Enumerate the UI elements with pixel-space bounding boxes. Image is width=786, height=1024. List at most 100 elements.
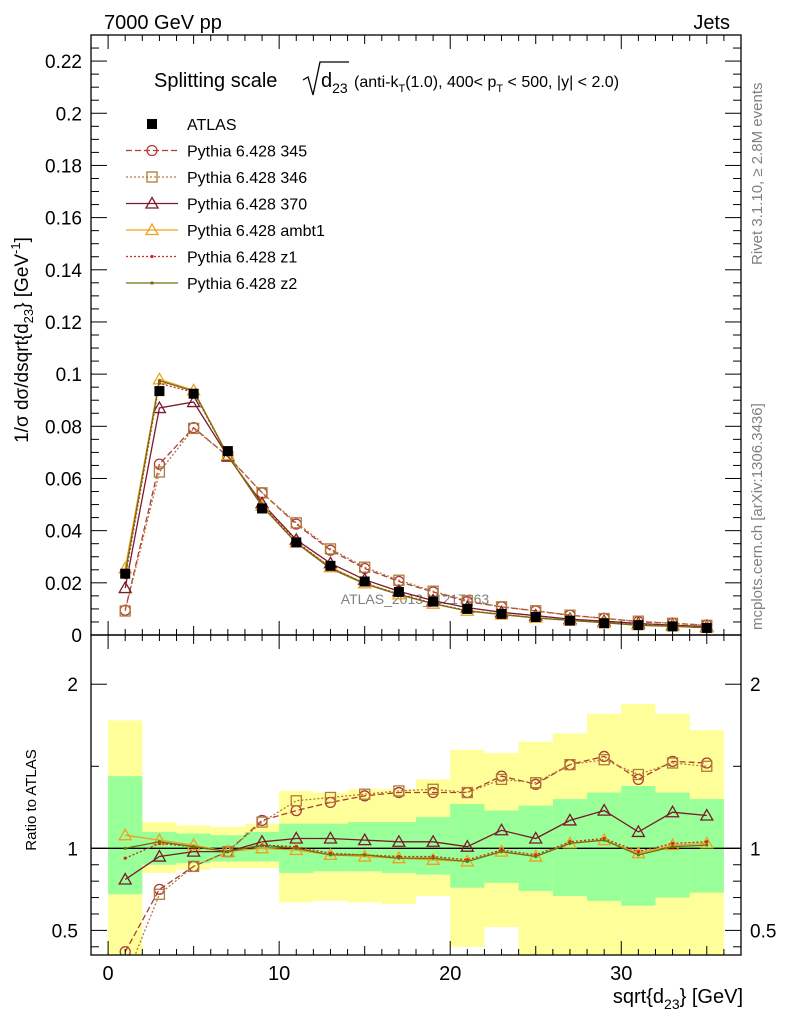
top-atlas-data-point [564, 615, 575, 626]
bottom-data-point [568, 841, 572, 846]
legend-marker [144, 222, 160, 236]
green-band-bin [450, 804, 485, 888]
bottom-data-point [562, 813, 578, 826]
bottom-data-point [598, 754, 610, 766]
bottom-data-point [226, 850, 230, 854]
top-axes-layer: 0 0.02 0.04 0.06 0.08 0.1 0.12 0.14 0.16 0.18 0.2 0… [45, 34, 742, 647]
legend-marker [147, 119, 157, 129]
bottom-series-line [134, 759, 707, 955]
bottom-data-point [328, 853, 333, 857]
top-atlas-data-point [530, 612, 541, 622]
bottom-data-point [670, 841, 675, 846]
bottom-data-point [461, 786, 473, 799]
header-jets-label: Jets [693, 12, 730, 34]
bottom-data-point [460, 839, 475, 852]
bottom-data-point [363, 853, 367, 857]
top-atlas-data-point [599, 618, 610, 629]
bottom-axes-layer: 0 10 20 30 0.5 0.5 1 1 2 2 [52, 634, 776, 985]
bottom-data-point [495, 773, 508, 786]
top-data-point [153, 458, 166, 470]
top-y-tick-label: 0.22 [45, 52, 82, 73]
bottom-y-tick-label-right: 0.5 [750, 921, 776, 942]
legend-marker [144, 196, 160, 209]
bottom-data-point [324, 791, 337, 804]
title-cuts-1: (anti-k [354, 74, 399, 91]
bottom-y-tick-label: 0.5 [52, 921, 78, 942]
bottom-data-point [631, 824, 646, 838]
top-data-point [153, 466, 166, 478]
bottom-data-point [528, 831, 543, 844]
bottom-data-point [427, 783, 439, 795]
x-axis-label: sqrt{d23} [GeV] [613, 986, 743, 1012]
bottom-data-point [701, 760, 713, 772]
top-y-tick-label: 0.14 [45, 261, 82, 282]
top-series-layer [118, 372, 714, 633]
top-y-tick-label: 0.06 [45, 469, 82, 490]
top-series-line [124, 401, 707, 628]
bottom-data-point [153, 888, 166, 900]
top-y-axis-label: 1/σ dσ/dsqrt{d23} [GeV-1] [8, 237, 36, 443]
bottom-y-tick-label-right: 1 [750, 839, 761, 860]
x-tick-label: 30 [610, 963, 632, 985]
top-atlas-data-point [257, 503, 268, 514]
bottom-data-point [157, 840, 162, 844]
top-atlas-data-point [120, 568, 131, 579]
bottom-data-point [186, 837, 201, 851]
top-data-point [427, 585, 439, 597]
rivet-version-label: Rivet 3.1.10, ≥ 2.8M events [749, 83, 766, 266]
top-data-point [118, 580, 133, 594]
title-main: Splitting scale [154, 70, 277, 92]
bottom-data-point [323, 831, 338, 844]
top-y-axis-label-c: ] [12, 237, 33, 242]
x-tick-label: 0 [103, 963, 114, 985]
top-atlas-data-point [154, 386, 165, 397]
bottom-data-point [666, 757, 679, 769]
green-band-bin [381, 822, 416, 873]
top-y-axis-label-a: 1/σ dσ/dsqrt{d [12, 323, 33, 443]
header-energy-label: 7000 GeV pp [104, 12, 222, 34]
bottom-data-point [359, 788, 371, 800]
top-data-point [157, 379, 162, 383]
bottom-data-point [123, 856, 127, 860]
top-data-point [186, 394, 201, 408]
top-data-point [359, 561, 371, 573]
top-y-tick-label: 0.08 [45, 417, 82, 438]
legend-entry-label: Pythia 6.428 z2 [187, 276, 297, 293]
top-atlas-data-point [428, 596, 439, 607]
bottom-data-point [425, 834, 441, 847]
bottom-series-line [124, 755, 707, 953]
bottom-data-point [534, 854, 538, 859]
title-cuts-1-sub: T [398, 83, 405, 95]
top-data-point [187, 422, 200, 435]
x-tick-label: 20 [439, 963, 461, 985]
bottom-data-point [391, 834, 407, 847]
bottom-data-point [290, 795, 302, 807]
bottom-y-tick-label: 1 [67, 839, 78, 860]
green-band-bin [621, 785, 656, 906]
bottom-data-point [357, 832, 372, 846]
legend-marker [150, 281, 154, 285]
bottom-data-point [256, 816, 268, 828]
legend: ATLAS Pythia 6.428 345 Pythia 6.428 346 Pyt… [126, 117, 325, 293]
x-axis-label-a: sqrt{d [613, 986, 664, 1008]
bottom-data-point [665, 804, 680, 818]
legend-entry-label: ATLAS [187, 117, 237, 134]
top-y-tick-label: 0 [71, 626, 82, 647]
top-atlas-data-point [188, 388, 199, 399]
bottom-data-point [119, 946, 131, 955]
bottom-data-point [705, 840, 709, 844]
top-y-axis-label-b: } [GeV [12, 254, 33, 309]
bottom-data-point [494, 822, 509, 836]
bottom-data-point [705, 843, 709, 847]
bottom-data-point [597, 803, 612, 816]
top-atlas-data-point [496, 608, 507, 619]
bottom-series-line [125, 839, 707, 863]
bottom-data-point [632, 768, 645, 781]
top-atlas-data-point [222, 446, 233, 457]
mcplots-label: mcplots.cern.ch [arXiv:1306.3436] [749, 403, 766, 630]
top-data-point [324, 543, 337, 555]
title-symbol: d23 [321, 70, 348, 96]
top-atlas-data-point [325, 560, 336, 571]
title-symbol-sub: 23 [332, 80, 348, 96]
